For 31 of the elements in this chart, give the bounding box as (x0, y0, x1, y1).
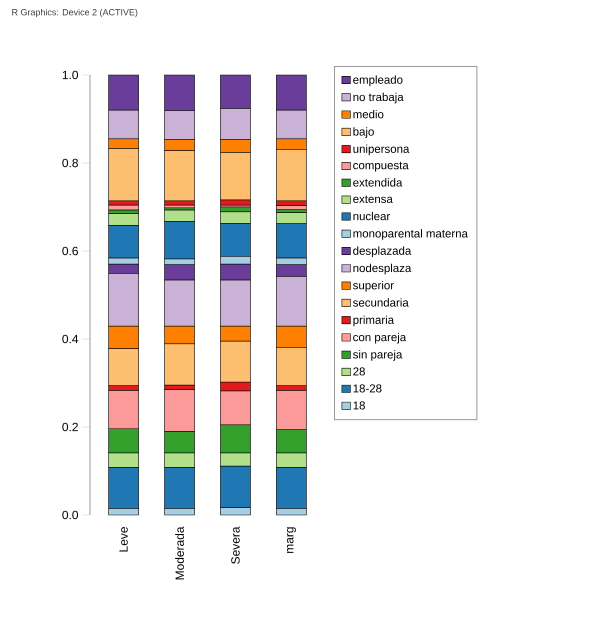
x-tick-label: Moderada (175, 526, 184, 580)
legend-label: primaria (353, 316, 394, 326)
legend-label: 28 (353, 367, 365, 376)
legend-label: secundaria (353, 298, 409, 307)
x-tick-label: marg (286, 527, 296, 553)
legend-label: monoparental materna (353, 229, 468, 240)
legend-label: sin pareja (353, 350, 402, 361)
y-tick-label: 0.4 (62, 334, 78, 344)
legend-label: superior (353, 280, 394, 292)
legend-label: extendida (353, 178, 402, 187)
legend-label: no trabaja (353, 92, 404, 104)
legend-label: extensa (353, 195, 393, 203)
y-tick-label: 1.0 (62, 70, 78, 80)
legend-label: 18-28 (354, 384, 382, 392)
legend-label: unipersona (353, 144, 410, 156)
legend-label: medio (353, 110, 384, 118)
y-tick-label: 0.8 (62, 158, 78, 168)
y-tick-label: 0.0 (62, 510, 78, 520)
legend-label: empleado (353, 75, 403, 86)
legend-label: 18 (354, 401, 365, 410)
legend-label: desplazada (353, 246, 412, 258)
legend-label: con pareja (353, 332, 406, 344)
y-tick-label: 0.2 (62, 422, 78, 432)
y-tick-label: 0.6 (62, 246, 78, 256)
legend-label: bajo (353, 127, 374, 138)
x-tick-label: Leve (119, 527, 128, 552)
legend-label: nuclear (353, 212, 390, 220)
legend-label: nodesplaza (353, 264, 412, 274)
text: R Graphics: Device 2 (ACTIVE) (12, 8, 138, 18)
legend-label: compuesta (353, 162, 409, 172)
x-tick-label: Severa (231, 526, 240, 564)
